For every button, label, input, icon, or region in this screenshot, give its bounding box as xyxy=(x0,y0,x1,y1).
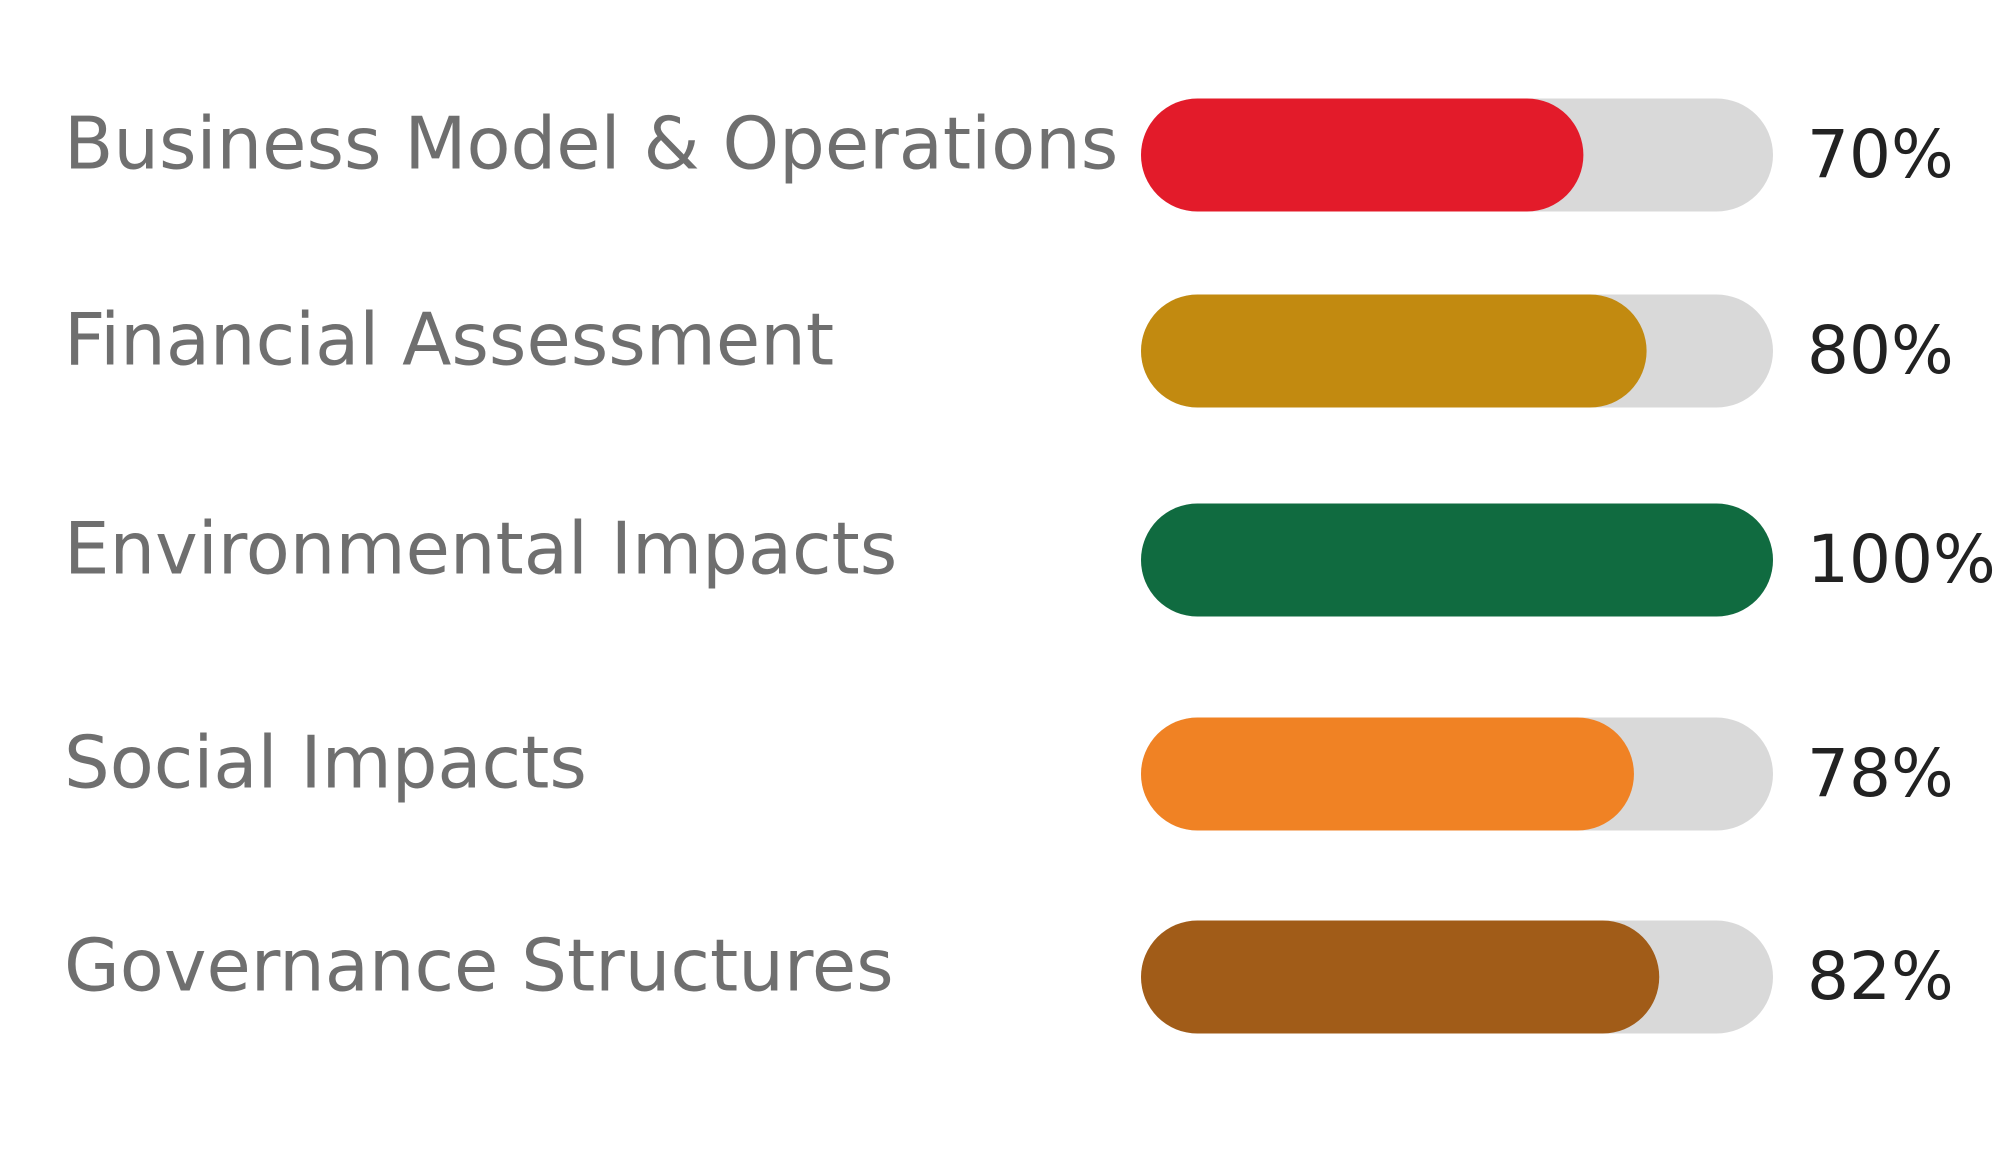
bar xyxy=(1141,98,1584,212)
category-label: Business Model & Operations xyxy=(64,102,1118,186)
value-label: 70% xyxy=(1807,116,1954,193)
value-label: 80% xyxy=(1807,312,1954,389)
bar xyxy=(1141,717,1634,831)
bar xyxy=(1141,920,1660,1034)
bar xyxy=(1141,294,1647,408)
value-label: 82% xyxy=(1807,938,1954,1015)
category-label: Environmental Impacts xyxy=(64,507,897,591)
category-label: Governance Structures xyxy=(64,924,894,1008)
bar xyxy=(1141,503,1773,617)
category-label: Social Impacts xyxy=(64,721,587,805)
value-label: 100% xyxy=(1807,521,1996,598)
category-label: Financial Assessment xyxy=(64,298,834,382)
value-label: 78% xyxy=(1807,735,1954,812)
